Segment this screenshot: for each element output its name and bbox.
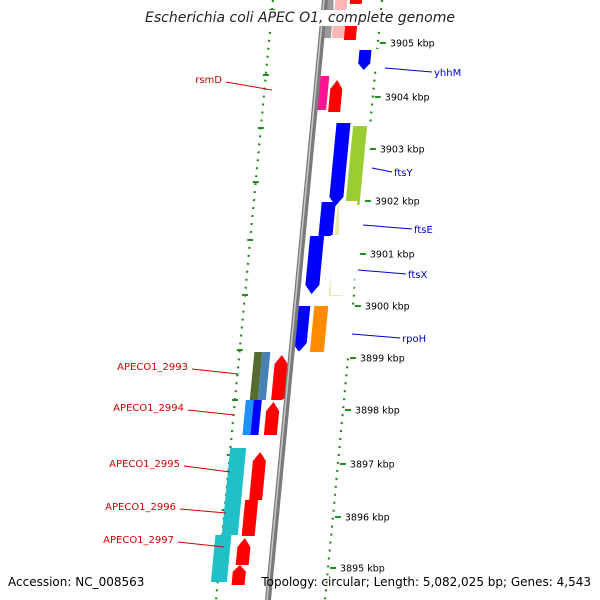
gene-label-APECO1_2993: APECO1_2993	[117, 362, 188, 373]
feature-red-bg	[291, 499, 309, 537]
feature-red-arrow	[249, 452, 266, 500]
genome-summary-text: Topology: circular; Length: 5,082,025 bp…	[261, 575, 591, 589]
feature-steel-bg	[294, 351, 307, 401]
feature-orange	[309, 305, 360, 353]
feature-red-bg	[303, 401, 321, 436]
label-leader	[177, 541, 225, 548]
feature-red-bg	[288, 537, 306, 566]
tick-label: 3902 kbp	[375, 197, 420, 208]
feature-ftsX-bg	[330, 235, 349, 295]
feature-red-bg	[285, 564, 303, 586]
feature-red	[235, 537, 306, 566]
feature-ftsY-pale-bg	[355, 205, 374, 297]
label-leader	[362, 224, 413, 230]
feature-red	[231, 564, 303, 586]
feature-red-arrow	[231, 565, 246, 585]
tick-label: 3903 kbp	[380, 145, 425, 156]
feature-cyan-rect	[221, 448, 247, 535]
tick-label: 3897 kbp	[350, 460, 395, 471]
feature-red-rect	[241, 500, 259, 536]
feature-steel	[257, 351, 307, 401]
feature-red	[328, 79, 353, 113]
gene-label-APECO1_2995: APECO1_2995	[109, 459, 180, 470]
gene-label-rsmD: rsmD	[195, 75, 222, 86]
gene-labels: yhhM ftsY ftsE ftsX rpoH rsmD APECO1_2993 APECO…	[103, 67, 461, 548]
gene-label-yhhM: yhhM	[434, 68, 461, 79]
feature-red-arrow	[235, 538, 251, 565]
backbone	[264, 0, 329, 600]
feature-orange-bg	[341, 305, 360, 353]
map-title: Escherichia coli APEC O1, complete genom…	[0, 10, 600, 26]
label-leader	[357, 269, 407, 275]
accession-text: Accession: NC_008563	[8, 575, 145, 589]
feature-rpoH-bg	[323, 305, 342, 353]
feature-red-bg	[307, 354, 325, 401]
label-leader	[183, 465, 231, 473]
feature-ftsE-rect	[318, 202, 336, 236]
gene-label-ftsE: ftsE	[414, 225, 433, 236]
tick-label: 3901 kbp	[370, 250, 415, 261]
label-leader	[191, 368, 239, 375]
backbone-highlight	[266, 0, 325, 600]
tick-label: 3905 kbp	[390, 39, 435, 50]
feature-blue-upper-arrow	[329, 123, 351, 206]
feature-olive-rect	[249, 352, 263, 400]
feature-red	[241, 499, 309, 537]
feature-blue-bg	[290, 399, 303, 436]
feature-ftsX-arrow	[305, 236, 325, 294]
feature-ftsY-green-bg	[363, 125, 382, 207]
feature-ftsY-green	[345, 125, 382, 207]
feature-ftsX	[305, 235, 349, 295]
tick-label: 3898 kbp	[355, 406, 400, 417]
feature-red	[348, 0, 365, 5]
feature-steel-rect	[257, 352, 271, 400]
feature-lightblue-rect	[242, 400, 254, 435]
feature-yhhM	[358, 49, 379, 71]
label-leader	[187, 409, 235, 416]
feature-red	[271, 354, 325, 401]
feature-red-arrow	[328, 80, 343, 112]
gene-label-APECO1_2997: APECO1_2997	[103, 535, 174, 546]
feature-red	[249, 451, 313, 501]
feature-ftsY-green-rect	[345, 126, 368, 206]
feature-ftsE-bg	[339, 201, 358, 237]
label-leader	[371, 167, 393, 173]
gene-label-ftsX: ftsX	[408, 270, 427, 281]
label-leader	[225, 81, 273, 91]
label-leader	[179, 508, 227, 514]
feature-blue-rect	[250, 400, 262, 435]
label-leader	[384, 67, 433, 73]
feature-red-arrow	[271, 355, 288, 400]
feature-orange-rect	[309, 306, 329, 352]
feature-cyan-rect	[210, 535, 232, 582]
feature-blue	[250, 399, 303, 436]
feature-ftsE	[318, 201, 358, 237]
feature-red-rect	[349, 0, 363, 4]
tick-label: 3896 kbp	[345, 513, 390, 524]
feature-red	[263, 401, 321, 436]
gene-label-ftsY: ftsY	[394, 168, 413, 179]
tick-label: 3899 kbp	[360, 354, 405, 365]
backbone-line	[264, 0, 329, 600]
map-title-text: Escherichia coli APEC O1, complete genom…	[142, 10, 458, 26]
tick-label: 3895 kbp	[340, 564, 385, 575]
gene-label-APECO1_2996: APECO1_2996	[105, 502, 176, 513]
tick-label: 3900 kbp	[365, 302, 410, 313]
tick-label: 3904 kbp	[385, 93, 430, 104]
feature-red-arrow	[263, 402, 280, 435]
feature-yhhM-arrow	[358, 50, 372, 70]
gene-label-rpoH: rpoH	[402, 334, 426, 345]
tick-marks: 3905 kbp 3904 kbp 3903 kbp 3902 kbp 3901 kbp…	[330, 39, 435, 575]
gene-label-APECO1_2994: APECO1_2994	[113, 403, 184, 414]
feature-red-bg	[295, 451, 313, 501]
label-leader	[351, 333, 401, 339]
